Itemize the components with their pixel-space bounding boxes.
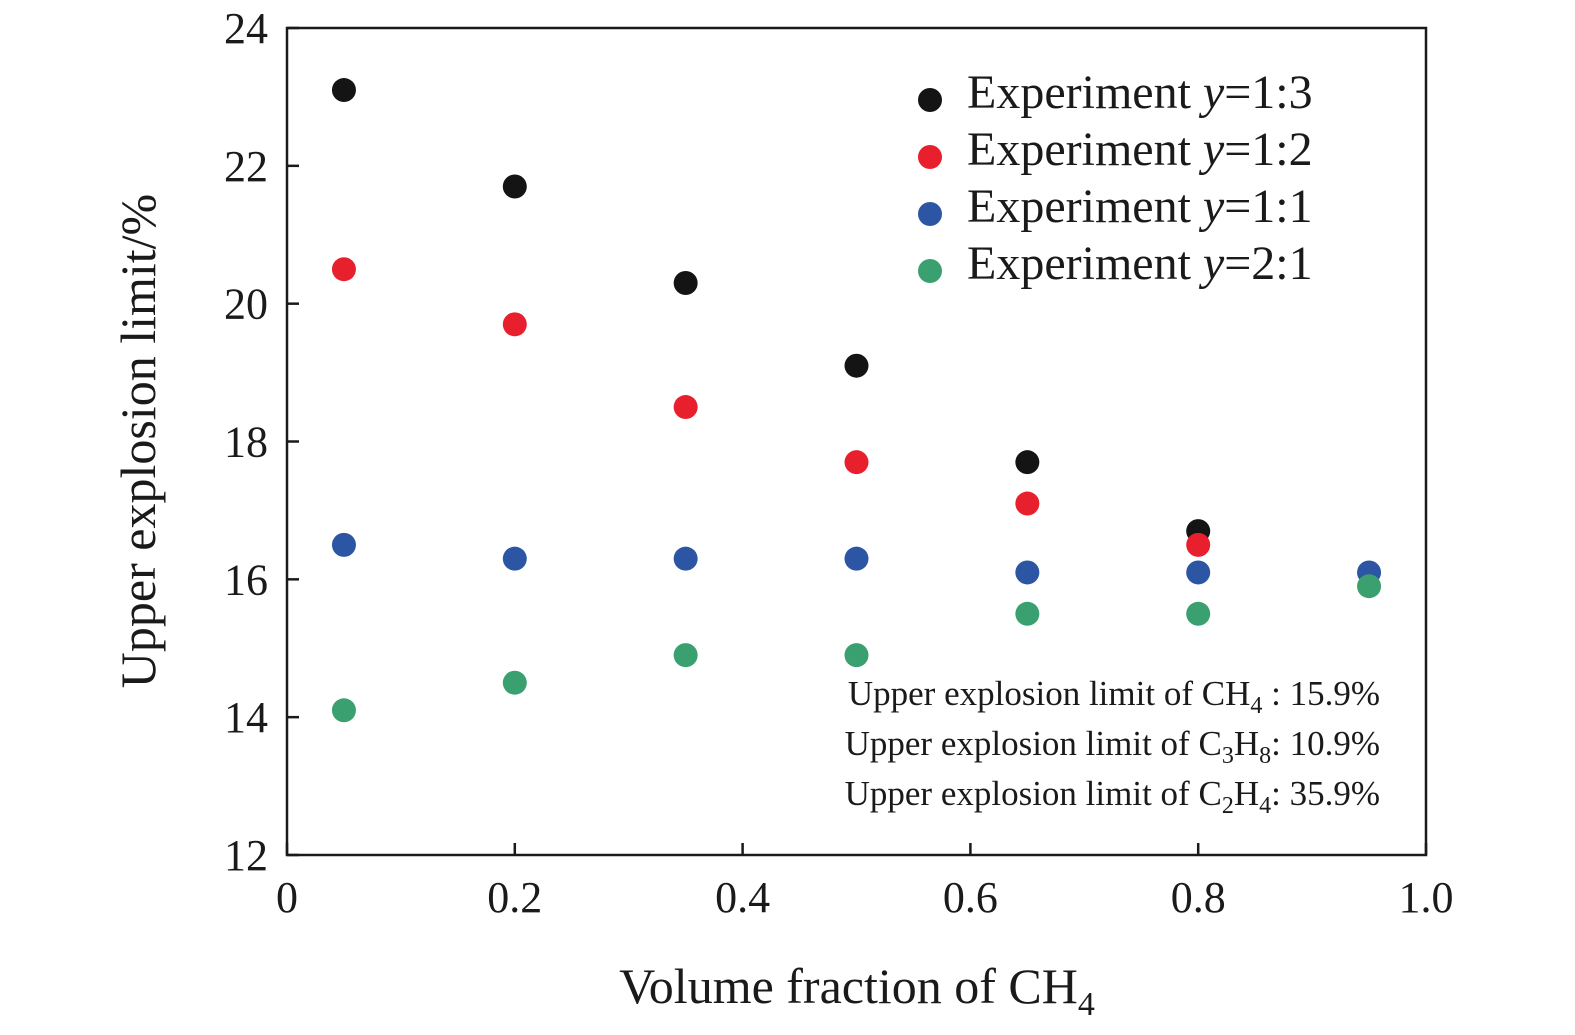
x-tick-label: 0.4 [715,873,770,922]
annotation-value: : 10.9% [1271,724,1380,763]
x-tick-label: 0 [276,873,298,922]
annotation-prefix: Upper explosion limit of [848,674,1202,713]
data-point-series-1 [673,270,698,295]
y-tick-label: 22 [224,142,268,191]
annotation-formula: C [1198,724,1221,763]
x-axis-title-main: Volume fraction of CH [619,958,1078,1014]
data-point-series-1 [1015,450,1040,475]
legend-label-variable: y [1198,66,1225,119]
x-tick-label: 0.2 [487,873,542,922]
data-point-series-1 [502,174,527,199]
data-point-series-2 [1015,491,1040,516]
legend-label-prefix: Experiment [967,237,1203,290]
annotation-subscript: 4 [1259,793,1271,819]
annotation-prefix: Upper explosion limit of [845,724,1199,763]
legend-label-prefix: Experiment [967,180,1203,233]
data-point-series-3 [1015,560,1040,585]
x-axis-title: Volume fraction of CH4 [619,958,1095,1023]
data-point-series-4 [502,670,527,695]
data-point-series-4 [1357,574,1382,599]
data-point-series-4 [1015,601,1040,626]
legend-marker-3 [918,202,942,226]
data-point-series-2 [844,450,869,475]
y-tick-label: 20 [224,280,268,329]
y-tick-label: 24 [224,4,268,53]
legend-label-variable: y [1198,180,1225,233]
data-point-series-3 [331,532,356,557]
annotation-subscript: 3 [1222,743,1234,769]
y-axis-title: Upper explosion limit/% [110,194,166,688]
data-point-series-1 [331,78,356,103]
legend-label-ratio: =1:1 [1224,180,1312,233]
data-point-series-1 [844,353,869,378]
data-point-series-2 [331,257,356,282]
annotation-line-1: Upper explosion limit of CH4 : 15.9% [848,674,1380,719]
legend-label-ratio: =1:2 [1224,123,1312,176]
legend-label-prefix: Experiment [967,66,1203,119]
data-point-series-3 [1186,560,1211,585]
annotation-formula: H [1234,774,1259,813]
legend-label-1: Experiment y=1:3 [967,66,1313,119]
data-point-series-4 [673,643,698,668]
legend-marker-1 [918,88,942,112]
annotation-prefix: Upper explosion limit of [845,774,1199,813]
annotation-subscript: 2 [1222,793,1234,819]
y-tick-label: 18 [224,418,268,467]
annotation-value: : 35.9% [1271,774,1380,813]
data-point-series-3 [673,546,698,571]
x-tick-label: 1.0 [1399,873,1454,922]
data-point-series-2 [673,395,698,420]
legend-label-ratio: =1:3 [1224,66,1312,119]
annotation-formula: H [1234,724,1259,763]
data-point-series-2 [502,312,527,337]
legend-marker-4 [918,259,942,283]
annotation-box: Upper explosion limit of CH4 : 15.9%Uppe… [845,674,1380,819]
data-point-series-2 [1186,532,1211,557]
y-tick-label: 12 [224,831,268,880]
legend-label-variable: y [1198,237,1225,290]
data-point-series-3 [502,546,527,571]
x-axis-title-subscript: 4 [1078,986,1095,1023]
annotation-formula: CH [1202,674,1251,713]
legend-label-4: Experiment y=2:1 [967,237,1313,290]
data-points [331,78,1382,723]
legend-label-2: Experiment y=1:2 [967,123,1313,176]
data-point-series-4 [1186,601,1211,626]
data-point-series-4 [331,698,356,723]
annotation-value: : 15.9% [1262,674,1380,713]
y-tick-label: 14 [224,693,268,742]
legend-marker-2 [918,145,942,169]
legend-label-variable: y [1198,123,1225,176]
annotation-formula: C [1198,774,1221,813]
legend-label-3: Experiment y=1:1 [967,180,1313,233]
data-point-series-4 [844,643,869,668]
legend-label-ratio: =2:1 [1224,237,1312,290]
legend-label-prefix: Experiment [967,123,1203,176]
annotation-line-2: Upper explosion limit of C3H8: 10.9% [845,724,1380,769]
annotation-subscript: 4 [1250,693,1262,719]
x-tick-label: 0.6 [943,873,998,922]
annotation-line-3: Upper explosion limit of C2H4: 35.9% [845,774,1380,819]
y-tick-label: 16 [224,555,268,604]
annotation-subscript: 8 [1259,743,1271,769]
data-point-series-3 [844,546,869,571]
axis-ticks [285,26,1428,857]
x-tick-label: 0.8 [1171,873,1226,922]
